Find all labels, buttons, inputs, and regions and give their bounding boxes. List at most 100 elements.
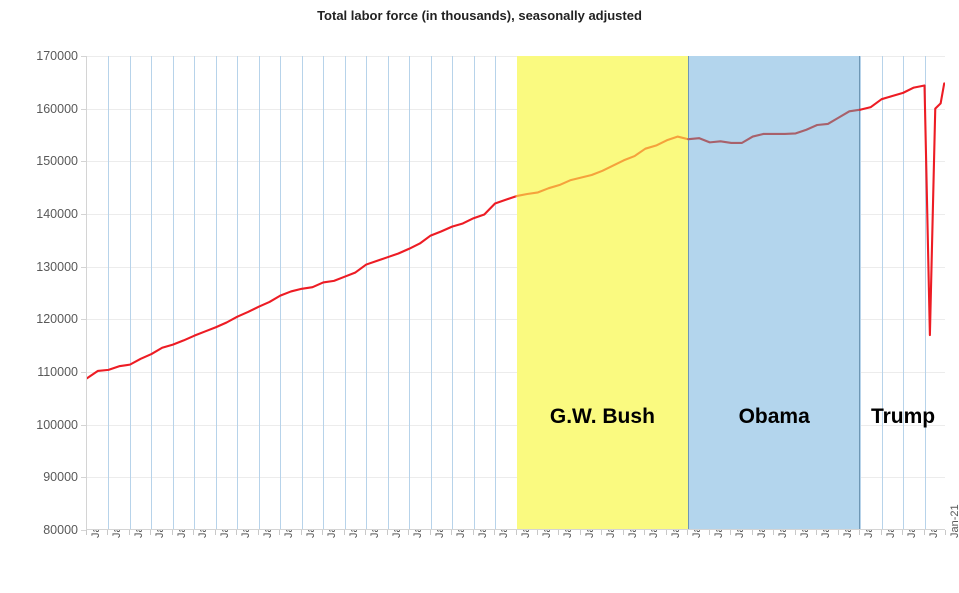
chart-title: Total labor force (in thousands), season… (317, 8, 642, 23)
vertical-gridline (924, 56, 926, 529)
x-axis-tick-label: Jan-21 (949, 504, 959, 538)
vertical-gridline (172, 56, 174, 529)
x-axis-tick-mark (214, 530, 216, 535)
y-axis-tick-label: 80000 (43, 523, 78, 537)
vertical-gridline (495, 56, 497, 529)
x-axis-tick-mark (923, 530, 925, 535)
x-axis-tick-mark (880, 530, 882, 535)
plot-area: G.W. Bush Obama Trump (86, 56, 945, 530)
vertical-gridline (452, 56, 454, 529)
y-axis-tick-mark (81, 161, 86, 163)
x-axis-tick-mark (515, 530, 517, 535)
x-axis-tick-mark (257, 530, 259, 535)
horizontal-gridline (87, 319, 945, 321)
x-axis-tick-mark (644, 530, 646, 535)
y-axis-tick-mark (81, 372, 86, 373)
line-segment-trump (859, 82, 945, 337)
bush-band (516, 56, 689, 529)
vertical-gridline (323, 56, 325, 529)
vertical-gridline (344, 56, 346, 529)
x-axis-tick-mark (665, 530, 667, 535)
x-axis-tick-mark (558, 530, 560, 535)
x-axis-tick-mark (343, 530, 345, 535)
y-axis-tick-label: 90000 (43, 470, 78, 485)
line-segment-pre-bush (87, 195, 518, 380)
bush-band-label: G.W. Bush (549, 405, 655, 428)
y-axis-tick-mark (81, 214, 86, 215)
x-axis-tick-mark (150, 530, 152, 535)
vertical-gridline (881, 56, 883, 529)
horizontal-gridline (87, 56, 945, 57)
vertical-gridline (903, 56, 905, 529)
x-axis-tick-mark (622, 530, 624, 535)
horizontal-gridline (87, 266, 945, 268)
vertical-gridline (237, 56, 239, 529)
x-axis-tick-mark (322, 530, 324, 535)
vertical-gridline (108, 56, 110, 529)
x-axis-tick-mark (193, 530, 195, 535)
x-axis-tick-mark (773, 530, 775, 535)
x-axis-tick-mark (107, 530, 109, 535)
x-axis-tick-mark (171, 530, 173, 535)
vertical-gridline (430, 56, 432, 529)
y-axis-tick-label: 140000 (36, 207, 78, 221)
vertical-gridline (301, 56, 303, 529)
plot-clip: G.W. Bush Obama Trump (87, 56, 945, 529)
y-axis-tick-label: 120000 (36, 312, 78, 327)
vertical-gridline (473, 56, 475, 529)
vertical-gridline (194, 56, 196, 529)
horizontal-gridline (87, 108, 945, 110)
x-axis-tick-mark (945, 530, 946, 535)
x-axis-tick-mark (536, 530, 538, 535)
vertical-gridline (280, 56, 282, 529)
y-axis-tick-label: 130000 (36, 259, 78, 274)
x-axis-tick-mark (751, 530, 753, 535)
obama-band-label: Obama (738, 405, 810, 428)
line-segment-obama (687, 108, 862, 144)
horizontal-gridline (87, 161, 945, 163)
y-axis-tick-label: 100000 (36, 417, 78, 432)
y-axis-tick-mark (81, 108, 86, 110)
x-axis-tick-mark (859, 530, 861, 535)
x-axis-tick-mark (386, 530, 388, 535)
x-axis-tick-mark (601, 530, 603, 535)
vertical-gridline (129, 56, 131, 529)
x-axis-tick-mark (279, 530, 281, 535)
x-axis-tick-mark (687, 530, 689, 535)
x-axis-tick-mark (730, 530, 732, 535)
x-axis-tick-mark (494, 530, 496, 535)
y-axis-tick-mark (81, 319, 86, 321)
horizontal-gridline (87, 214, 945, 215)
vertical-gridline (258, 56, 260, 529)
x-axis-tick-mark (579, 530, 581, 535)
vertical-gridline (409, 56, 411, 529)
horizontal-gridline (87, 372, 945, 373)
x-axis-tick-mark (472, 530, 474, 535)
y-axis-tick-label: 150000 (36, 154, 78, 169)
x-axis-tick-mark (902, 530, 904, 535)
x-axis-tick-mark (451, 530, 453, 535)
x-axis-tick-mark (86, 530, 87, 535)
horizontal-gridline (87, 424, 945, 426)
y-axis-tick-mark (81, 477, 86, 479)
y-axis-tick-label: 170000 (36, 49, 78, 63)
y-axis-tick-mark (81, 424, 86, 426)
y-axis-tick-label: 160000 (36, 101, 78, 116)
x-axis-tick-mark (837, 530, 839, 535)
y-axis-tick-mark (81, 266, 86, 268)
x-axis-tick-mark (708, 530, 710, 535)
x-axis-tick-mark (128, 530, 130, 535)
y-axis-tick-mark (81, 56, 86, 57)
vertical-gridline (215, 56, 217, 529)
vertical-gridline (387, 56, 389, 529)
x-axis-tick-mark (429, 530, 431, 535)
line-segment-g-w-bush (515, 135, 690, 198)
trump-band-label: Trump (870, 405, 936, 428)
x-axis-tick-mark (365, 530, 367, 535)
y-axis-tick-mark (81, 530, 86, 531)
x-axis-tick-mark (794, 530, 796, 535)
x-axis-tick-mark (300, 530, 302, 535)
vertical-gridline (860, 56, 862, 529)
vertical-gridline (366, 56, 368, 529)
